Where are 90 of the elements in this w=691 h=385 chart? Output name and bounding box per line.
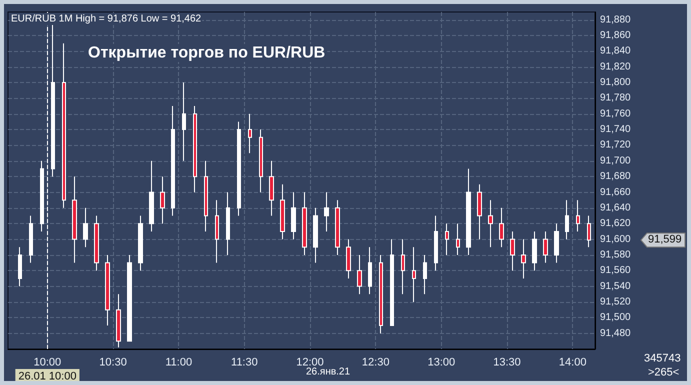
y-tick-label: 91,700 [600,155,632,166]
y-tick-label: 91,520 [600,296,632,308]
candlestick [368,246,372,295]
candlestick [116,294,121,348]
candlestick [346,238,351,279]
candlestick [226,192,230,256]
candlestick [532,230,537,272]
candlestick [335,200,340,256]
candlestick [466,168,471,256]
candlestick [259,129,263,193]
text: 91,599 [648,234,682,246]
x-tick-label: 10:30 [99,356,127,368]
candlestick [248,113,252,154]
text: 26.янв.21 [306,366,350,378]
annotation: Открытие торгов по EUR/RUB [88,44,326,62]
candlestick [160,176,165,224]
candlestick [324,192,329,232]
candlestick [565,200,569,240]
candlestick [51,22,55,178]
candlestick [302,192,307,256]
candlestick [83,207,88,248]
candlestick [29,215,33,264]
y-tick-label: 91,620 [600,218,632,230]
candlestick [543,230,548,264]
candlestick [269,160,274,216]
candlestick [554,223,559,264]
x-tick-label: 13:00 [428,356,456,368]
candlestick [291,192,296,240]
y-tick-label: 91,640 [600,202,632,214]
candlestick [390,238,394,326]
x-tick-label: 13:30 [493,356,521,368]
y-tick-label: 91,800 [600,77,632,88]
candlestick [237,121,241,216]
y-tick-label: 91,680 [600,171,632,182]
y-tick-label: 91,860 [600,30,632,42]
candlestick [204,160,208,232]
candlestick [313,207,318,264]
x-tick-label: 10:00 [34,356,62,368]
candlestick [182,82,186,162]
y-tick-label: 91,880 [600,14,632,26]
candlestick [423,254,427,295]
candlestick [510,230,515,272]
candlestick [105,254,110,326]
candlestick [477,184,482,240]
candlestick [72,176,77,264]
chart-title: EUR/RUB 1M High = 91,876 Low = 91,462 [11,14,202,24]
text: >265< [648,366,680,378]
candlestick [434,215,438,272]
y-tick-label: 91,580 [600,249,632,260]
y-tick-label: 91,500 [600,312,632,324]
y-tick-label: 91,720 [600,140,632,151]
ref-line-label: 26.01 10:00 [18,370,76,382]
candlestick [357,254,362,295]
candlestick [521,238,526,279]
y-tick-label: 91,480 [600,328,632,339]
x-tick-label: 11:30 [231,356,258,368]
y-tick-label: 91,760 [600,108,632,120]
candlestick [456,223,460,256]
candlestick [576,200,580,232]
x-tick-label: 14:00 [558,356,586,368]
candlestick [215,200,219,264]
candlestick [193,106,197,193]
y-tick-label: 91,740 [600,124,632,136]
candlestick [40,160,44,232]
y-tick-label: 91,780 [600,92,632,104]
x-tick-label: 11:00 [165,356,192,368]
candlestick [412,246,416,302]
candlestick [62,42,66,208]
candlestick [488,200,493,248]
y-tick-label: 91,820 [600,61,632,72]
candlestick [401,238,405,295]
x-tick-label: 12:30 [362,356,390,368]
y-tick-label: 91,660 [600,186,632,198]
candlestick [18,246,22,287]
candlestick [149,160,154,232]
candlestick [94,215,99,272]
candlestick [127,254,132,342]
x-tick-label: 12:00 [296,356,324,368]
candlestick [499,207,504,248]
candlestick [445,223,449,256]
y-tick-label: 91,600 [600,234,632,245]
text: 345743 [644,352,681,364]
y-tick-label: 91,560 [600,265,632,276]
y-tick-label: 91,540 [600,280,632,292]
candlestick [379,254,383,334]
candlestick [587,215,591,248]
candlestick [138,215,143,272]
candlestick [171,106,175,216]
y-tick-label: 91,840 [600,46,632,57]
candlestick [280,184,285,240]
